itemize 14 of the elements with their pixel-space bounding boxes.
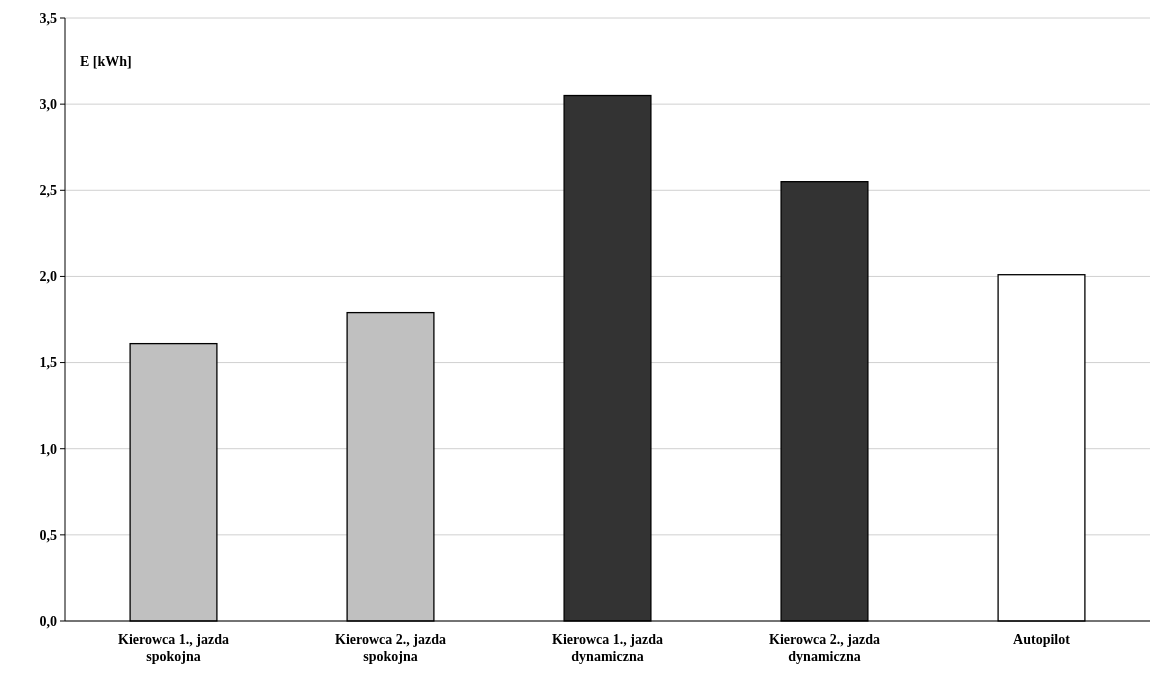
y-tick-label: 3,5 xyxy=(39,10,57,26)
x-tick-label: Kierowca 2., jazda dynamiczna xyxy=(769,632,880,664)
x-tick-label: Kierowca 1., jazda dynamiczna xyxy=(552,632,663,664)
y-tick-label: 0,5 xyxy=(39,527,57,543)
x-tick-label: Autopilot xyxy=(1013,632,1071,647)
y-tick-label: 1,0 xyxy=(39,441,57,457)
y-axis-title: E [kWh] xyxy=(80,54,132,69)
y-tick-label: 3,0 xyxy=(39,97,57,113)
x-tick-label: Kierowca 1., jazda spokojna xyxy=(118,632,229,664)
y-tick-label: 2,5 xyxy=(39,183,57,199)
y-tick-label: 1,5 xyxy=(39,355,57,371)
y-tick-label: 0,0 xyxy=(39,613,57,629)
y-tick-label: 2,0 xyxy=(39,269,57,285)
x-tick-label: Kierowca 2., jazda spokojna xyxy=(335,632,446,664)
